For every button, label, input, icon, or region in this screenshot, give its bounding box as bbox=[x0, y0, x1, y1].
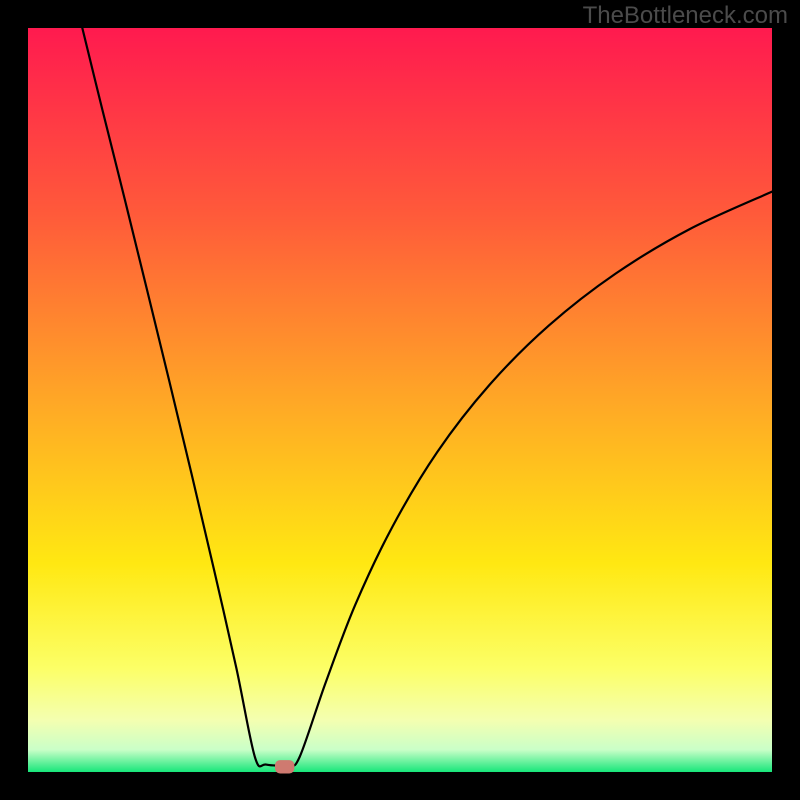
min-marker bbox=[275, 760, 294, 773]
chart-frame: TheBottleneck.com bbox=[0, 0, 800, 800]
curve-path bbox=[82, 28, 772, 766]
watermark-text: TheBottleneck.com bbox=[583, 2, 788, 30]
bottleneck-curve bbox=[0, 0, 800, 800]
